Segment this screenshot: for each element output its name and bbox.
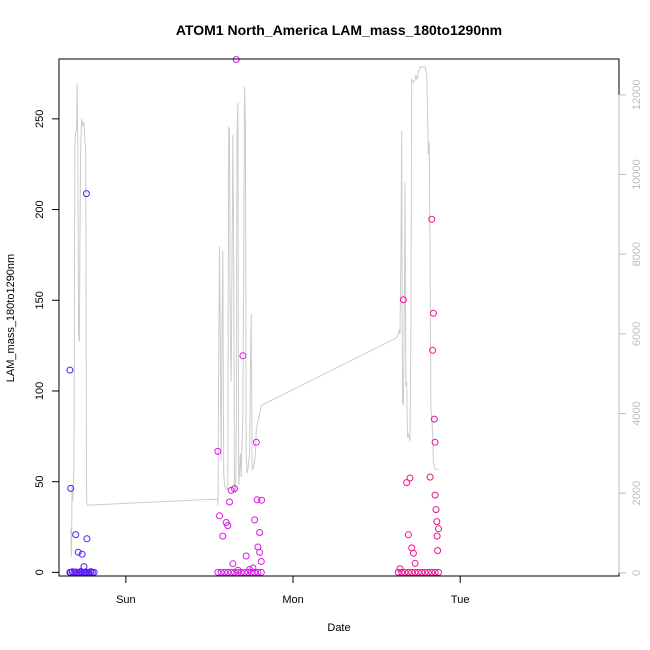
data-point xyxy=(433,518,441,526)
data-point xyxy=(401,568,409,576)
data-point xyxy=(90,568,98,576)
data-point xyxy=(411,568,419,576)
x-tick-label: Mon xyxy=(282,594,303,606)
data-point xyxy=(431,491,439,499)
data-point xyxy=(411,559,419,567)
data-point xyxy=(249,564,257,572)
data-point xyxy=(257,568,265,576)
data-point xyxy=(219,532,227,540)
y2-tick-label: 2000 xyxy=(631,481,643,505)
data-point xyxy=(257,558,265,565)
y2-tick-label: 0 xyxy=(631,570,643,576)
data-point xyxy=(80,563,88,571)
data-point xyxy=(421,568,429,576)
data-point xyxy=(424,568,432,576)
secondary-series-line xyxy=(70,66,439,557)
y-tick-label: 200 xyxy=(34,200,46,218)
data-point xyxy=(394,568,402,576)
data-point xyxy=(435,568,442,576)
data-point xyxy=(396,565,404,573)
data-point xyxy=(404,568,412,576)
x-tick-label: Sun xyxy=(116,594,136,606)
x-axis-label: Date xyxy=(327,622,350,634)
data-point xyxy=(214,447,222,455)
data-point xyxy=(432,506,440,514)
data-point xyxy=(242,552,250,560)
y-tick-label: 0 xyxy=(34,569,46,575)
data-point xyxy=(224,522,232,530)
data-point xyxy=(214,568,222,576)
data-point xyxy=(227,568,235,576)
data-point xyxy=(251,568,259,576)
data-point xyxy=(227,486,235,494)
data-point xyxy=(83,535,91,543)
data-point xyxy=(428,215,436,223)
data-point xyxy=(221,568,228,576)
data-point xyxy=(216,512,223,520)
data-point xyxy=(234,568,242,576)
data-point xyxy=(239,352,247,360)
y-tick-label: 50 xyxy=(34,476,46,488)
data-point xyxy=(398,568,406,576)
data-point xyxy=(67,484,75,492)
data-point xyxy=(217,568,225,576)
data-point xyxy=(254,568,262,576)
y2-tick-label: 10000 xyxy=(631,159,643,190)
data-point xyxy=(234,566,242,574)
data-point xyxy=(241,568,249,576)
data-point xyxy=(408,568,416,576)
data-point xyxy=(406,474,414,482)
data-point xyxy=(433,532,441,540)
data-point xyxy=(430,415,438,423)
data-point xyxy=(435,525,442,533)
data-point xyxy=(429,309,437,317)
y-tick-label: 250 xyxy=(34,110,46,128)
y-axis-left: 0 50 100 150 200 250 xyxy=(34,110,60,575)
data-point xyxy=(429,346,437,354)
data-point xyxy=(431,438,439,446)
secondary-line-layer xyxy=(70,66,439,557)
data-point xyxy=(434,547,442,555)
data-point xyxy=(226,498,233,506)
chart-title: ATOM1 North_America LAM_mass_180to1290nm xyxy=(176,22,502,38)
data-point xyxy=(229,560,237,568)
data-point xyxy=(431,568,439,576)
x-tick-label: Tue xyxy=(451,594,470,606)
y-tick-label: 150 xyxy=(34,291,46,309)
y2-tick-label: 6000 xyxy=(631,322,643,346)
data-point xyxy=(428,568,436,576)
data-point xyxy=(78,550,86,558)
data-point xyxy=(66,366,74,374)
x-axis: Sun Mon Tue xyxy=(116,575,470,606)
data-point xyxy=(414,568,422,576)
data-point xyxy=(246,566,254,573)
data-point xyxy=(231,485,238,493)
data-point xyxy=(403,479,411,487)
data-point xyxy=(258,496,266,504)
y2-tick-label: 8000 xyxy=(631,242,643,266)
data-point xyxy=(399,296,407,304)
data-point xyxy=(72,531,80,539)
data-point xyxy=(256,548,264,556)
points-layer xyxy=(66,56,442,576)
data-point xyxy=(253,496,261,504)
y-tick-label: 100 xyxy=(34,382,46,400)
data-point xyxy=(256,529,264,536)
data-point xyxy=(74,548,82,556)
data-point xyxy=(409,549,417,557)
y2-tick-label: 12000 xyxy=(631,80,643,111)
data-point xyxy=(252,438,260,446)
y-axis-right: 0 2000 4000 6000 8000 10000 12000 xyxy=(618,80,643,576)
data-point xyxy=(418,568,426,576)
data-point xyxy=(404,531,412,539)
y-axis-label: LAM_mass_180to1290nm xyxy=(5,254,17,382)
data-point xyxy=(426,473,434,481)
data-point xyxy=(82,190,90,198)
y2-tick-label: 4000 xyxy=(631,401,643,425)
data-point xyxy=(251,516,259,524)
data-point xyxy=(224,568,232,576)
